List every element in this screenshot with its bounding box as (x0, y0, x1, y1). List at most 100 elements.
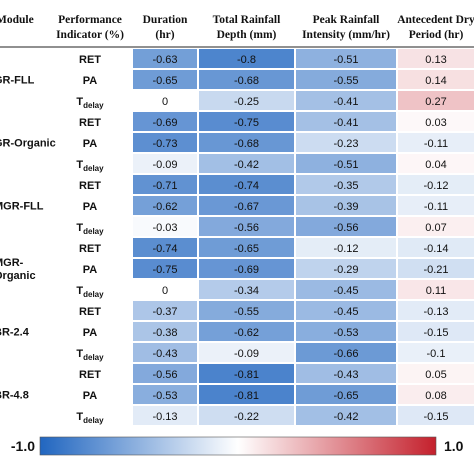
cell-value-label: 0.27 (425, 96, 446, 108)
heatmap-cell (199, 196, 294, 215)
indicator-label-5-2: Tdelay (76, 411, 104, 425)
indicator-label-4-2: Tdelay (76, 348, 104, 362)
heatmap-cell (296, 364, 396, 383)
indicator-label-2-2: Tdelay (76, 222, 104, 236)
heatmap-cell (199, 70, 294, 89)
cell-value-label: -0.42 (234, 159, 259, 171)
cell-value-label: -0.56 (234, 222, 259, 234)
heatmap-cell (398, 385, 474, 404)
indicator-label-4-1: PA (83, 327, 98, 339)
heatmap-cell (398, 364, 474, 383)
heatmap-cell (133, 343, 197, 362)
heatmap-cell (296, 133, 396, 152)
cell-value-label: -0.35 (333, 180, 358, 192)
heatmap-cell (199, 91, 294, 110)
cell-value-label: -0.03 (152, 222, 177, 234)
indicator-label-4-0: RET (79, 306, 101, 318)
heatmap-cell (133, 196, 197, 215)
cell-value-label: -0.53 (152, 390, 177, 402)
heatmap-cell (296, 322, 396, 341)
heatmap-cell (133, 301, 197, 320)
cell-value-label: 0.04 (425, 159, 446, 171)
heatmap-cell (133, 49, 197, 68)
cell-value-label: -0.1 (427, 348, 446, 360)
cell-value-label: -0.43 (152, 348, 177, 360)
heatmap-cell (199, 301, 294, 320)
column-header-2-line1: Peak Rainfall (313, 14, 380, 26)
cell-value-label: -0.51 (333, 159, 358, 171)
heatmap-cell (398, 133, 474, 152)
indicator-label-1-2: Tdelay (76, 159, 104, 173)
cell-value-label: -0.68 (234, 138, 259, 150)
cell-value-label: -0.29 (333, 264, 358, 276)
module-label-0: GR-FLL (0, 75, 35, 87)
heatmap-cell (199, 322, 294, 341)
cell-value-label: -0.37 (152, 306, 177, 318)
heatmap-cell (296, 343, 396, 362)
heatmap-cell (199, 259, 294, 278)
colorbar-min-label: -1.0 (11, 438, 35, 454)
heatmap-cell (133, 364, 197, 383)
heatmap-cell (398, 406, 474, 425)
heatmap-cell (296, 217, 396, 236)
heatmap-cell (199, 175, 294, 194)
cell-value-label: -0.67 (234, 201, 259, 213)
heatmap-cell (133, 238, 197, 257)
indicator-label-2-0: RET (79, 180, 101, 192)
heatmap-cell (199, 238, 294, 257)
heatmap-cell (133, 91, 197, 110)
heatmap-cell (398, 301, 474, 320)
indicator-subscript: delay (83, 290, 104, 299)
cell-value-label: -0.42 (333, 411, 358, 423)
module-label-1: GR-Organic (0, 138, 56, 150)
cell-value-label: -0.55 (333, 75, 358, 87)
module-label-3: MGR- (0, 257, 24, 269)
cell-value-label: -0.13 (152, 411, 177, 423)
module-label-4: BR-2.4 (0, 327, 30, 339)
heatmap-cell (133, 385, 197, 404)
cell-value-label: -0.25 (234, 96, 259, 108)
heatmap-cell (296, 301, 396, 320)
cell-value-label: 0.07 (425, 222, 446, 234)
indicator-label-3-2: Tdelay (76, 285, 104, 299)
column-header-1-line2: Depth (mm) (217, 29, 277, 41)
cell-value-label: -0.74 (234, 180, 259, 192)
indicator-label-3-1: PA (83, 264, 98, 276)
heatmap-cell (133, 154, 197, 173)
colorbar-max-label: 1.0 (444, 438, 464, 454)
cell-value-label: -0.38 (152, 327, 177, 339)
cell-value-label: -0.45 (333, 285, 358, 297)
heatmap-cell (398, 238, 474, 257)
indicator-header-line2: Indicator (%) (56, 29, 124, 41)
heatmap-cell (296, 70, 396, 89)
cell-value-label: 0.08 (425, 390, 446, 402)
cell-value-label: -0.69 (152, 117, 177, 129)
cell-value-label: -0.39 (333, 201, 358, 213)
cell-value-label: -0.66 (333, 348, 358, 360)
heatmap-cell (296, 196, 396, 215)
heatmap-cell (398, 49, 474, 68)
heatmap-cell (296, 406, 396, 425)
heatmap-cell (398, 70, 474, 89)
heatmap-cell (199, 406, 294, 425)
heatmap-cell (398, 322, 474, 341)
module-label-5: BR-4.8 (0, 390, 29, 402)
heatmap-cell (296, 154, 396, 173)
heatmap-cell (199, 49, 294, 68)
heatmap-cell (199, 217, 294, 236)
heatmap-cell (133, 259, 197, 278)
cell-value-label: -0.62 (234, 327, 259, 339)
cell-value-label: -0.34 (234, 285, 259, 297)
indicator-subscript: delay (83, 416, 104, 425)
heatmap-cell (199, 343, 294, 362)
indicator-label-0-1: PA (83, 75, 98, 87)
heatmap-cell (398, 343, 474, 362)
heatmap-cell (133, 322, 197, 341)
module-label-2: MGR-FLL (0, 201, 44, 213)
heatmap-cell (398, 112, 474, 131)
heatmap-cell (398, 217, 474, 236)
cell-value-label: 0 (162, 285, 168, 297)
cell-value-label: -0.11 (424, 138, 448, 150)
